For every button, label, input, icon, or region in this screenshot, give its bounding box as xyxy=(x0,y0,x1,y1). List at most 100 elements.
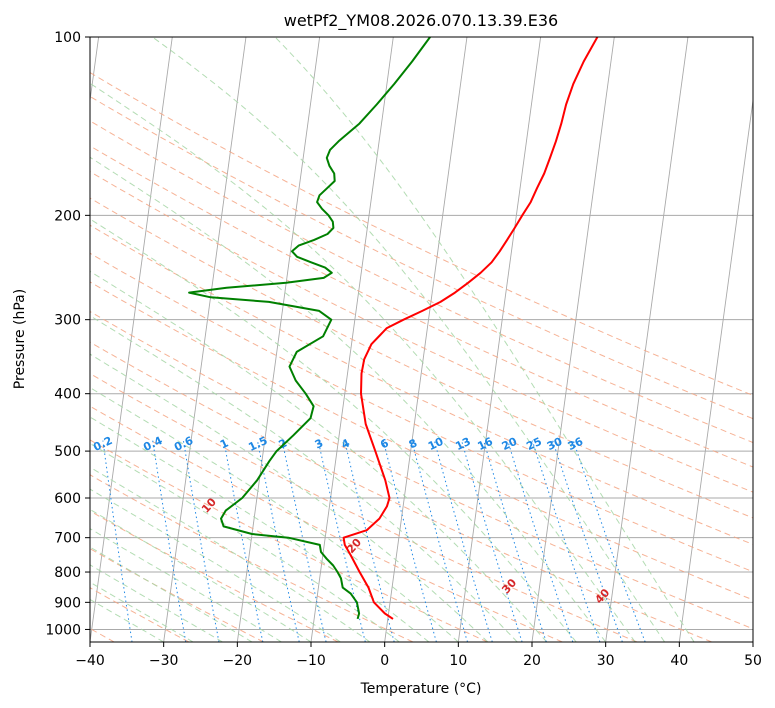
moist-adiabat xyxy=(90,581,194,642)
mixing-ratio-line xyxy=(257,440,300,642)
dry-adiabat xyxy=(90,252,753,573)
dry-adiabat xyxy=(90,548,264,642)
dry-adiabat xyxy=(90,439,488,642)
y-tick-label: 500 xyxy=(54,444,81,460)
isotherm-line xyxy=(752,638,753,642)
moist-adiabat xyxy=(90,528,282,642)
dry-adiabat xyxy=(90,310,753,630)
moist-adiabat xyxy=(90,218,577,642)
moist-adiabat xyxy=(90,466,371,642)
x-tick-label: −30 xyxy=(149,653,179,669)
y-tick-label: 1000 xyxy=(45,622,81,638)
moist-adiabat xyxy=(90,82,636,642)
dewpoint-profile-line xyxy=(188,37,431,620)
grid-lines xyxy=(90,37,753,642)
moist-adiabat xyxy=(90,598,164,642)
mixing-ratio-label: 30 xyxy=(545,435,565,453)
y-tick-label: 300 xyxy=(54,313,81,329)
dry-adiabat xyxy=(90,95,753,420)
y-tick-label: 400 xyxy=(54,387,81,403)
dry-adiabat xyxy=(90,405,563,642)
x-tick-label: −20 xyxy=(223,653,253,669)
moist-adiabat xyxy=(90,353,489,642)
mixing-ratio-line xyxy=(223,440,264,642)
x-axis-label: Temperature (°C) xyxy=(360,681,482,697)
dry-adiabat xyxy=(90,171,753,493)
mixing-ratio-lines xyxy=(102,440,646,642)
x-axis-ticks: −40 −30 −20 −10 0 10 20 30 40 50 xyxy=(75,642,762,669)
mixing-ratio-label: 16 xyxy=(476,435,496,453)
y-tick-label: 800 xyxy=(54,565,81,581)
temperature-profile-line xyxy=(342,37,599,620)
mixing-ratio-label: 6 xyxy=(378,436,391,451)
mixing-ratio-line xyxy=(531,440,601,642)
mixing-ratio-line xyxy=(102,440,133,642)
moist-adiabat xyxy=(274,37,695,642)
y-tick-label: 100 xyxy=(54,30,81,46)
isotherm-line xyxy=(457,37,542,642)
line-labels: 0.10.20.40.611.52346810131620253036-100-… xyxy=(91,434,612,607)
dry-adiabat xyxy=(90,281,753,601)
dry-adiabat xyxy=(90,145,753,468)
moist-adiabat xyxy=(90,416,430,642)
isotherm-line xyxy=(90,37,100,104)
moist-adiabat xyxy=(90,488,341,642)
x-tick-label: 10 xyxy=(449,653,467,669)
isotherm-line xyxy=(384,37,468,642)
y-tick-label: 700 xyxy=(54,531,81,547)
mixing-ratio-line xyxy=(152,440,187,642)
dry-adiabat xyxy=(90,120,753,444)
isotherm-line xyxy=(90,37,173,642)
mixing-ratio-line xyxy=(552,440,623,642)
mixing-ratio-line xyxy=(483,440,547,642)
moist-adiabat xyxy=(152,37,666,642)
x-tick-label: −10 xyxy=(296,653,326,669)
y-tick-label: 900 xyxy=(54,595,81,611)
profile-series xyxy=(188,37,599,620)
moist-adiabat xyxy=(90,315,518,642)
x-tick-label: 50 xyxy=(744,653,762,669)
isotherm-line xyxy=(236,37,321,642)
moist-adiabat xyxy=(90,386,459,642)
mixing-ratio-line xyxy=(433,440,493,642)
moist-adiabat xyxy=(90,564,223,642)
mixing-ratio-line xyxy=(281,440,327,642)
dry-adiabat-label: 40 xyxy=(592,586,612,606)
y-tick-label: 200 xyxy=(54,208,81,224)
mixing-ratio-line xyxy=(411,440,468,642)
y-axis-label: Pressure (hPa) xyxy=(12,289,28,389)
mixing-ratio-line xyxy=(572,440,646,642)
mixing-ratio-label: 13 xyxy=(453,435,472,453)
plot-frame xyxy=(89,36,754,643)
mixing-ratio-line xyxy=(507,440,574,642)
x-tick-label: −40 xyxy=(75,653,105,669)
x-tick-label: 40 xyxy=(670,653,688,669)
mixing-ratio-label: 36 xyxy=(566,435,586,453)
chart-title: wetPf2_YM08.2026.070.13.39.E36 xyxy=(284,11,558,31)
dry-adiabat xyxy=(90,341,712,642)
adiabat-lines xyxy=(90,37,753,642)
mixing-ratio-label: 10 xyxy=(426,435,446,453)
isotherm-line xyxy=(605,37,689,642)
moist-adiabat xyxy=(90,270,548,642)
mixing-ratio-label: 1 xyxy=(218,436,230,451)
y-tick-label: 600 xyxy=(54,491,81,507)
isotherm-line xyxy=(163,37,247,642)
isotherm-line xyxy=(678,97,753,642)
x-tick-label: 30 xyxy=(597,653,615,669)
dry-adiabat xyxy=(90,510,339,642)
x-tick-label: 20 xyxy=(523,653,541,669)
mixing-ratio-label: 3 xyxy=(313,436,325,451)
x-tick-label: 0 xyxy=(380,653,389,669)
mixing-ratio-line xyxy=(461,440,523,642)
dry-adiabat xyxy=(90,224,753,545)
moist-adiabat xyxy=(90,508,312,642)
mixing-ratio-label: 20 xyxy=(500,435,520,453)
moist-adiabat xyxy=(90,156,607,642)
dry-adiabat xyxy=(90,197,753,519)
moist-adiabat xyxy=(90,442,400,642)
dry-adiabat xyxy=(90,71,753,396)
moist-adiabat xyxy=(90,546,253,642)
mixing-ratio-label: 25 xyxy=(524,435,543,453)
